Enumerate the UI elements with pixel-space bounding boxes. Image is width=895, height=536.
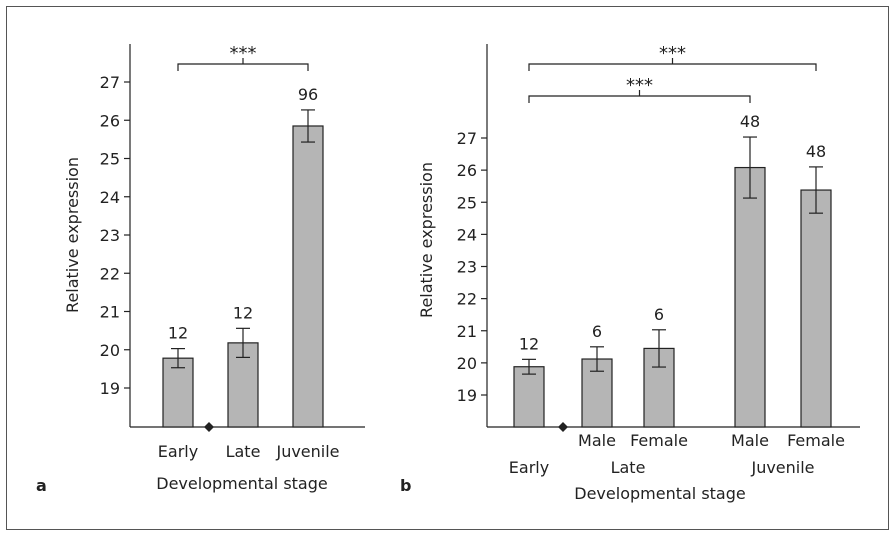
y-tick-label: 25	[457, 193, 477, 212]
panel-b-y-ticks: 19 20 21 22 23 24 25 26 27	[457, 129, 487, 405]
data-label: 96	[298, 85, 318, 104]
panel-b-category-late-female: Female	[630, 431, 688, 450]
data-label: 6	[592, 322, 602, 341]
significance-bracket	[528, 95, 751, 103]
panel-a-category-late: Late	[226, 442, 261, 461]
panel-a-category-early: Early	[158, 442, 198, 461]
data-label: 6	[654, 305, 664, 324]
y-tick-label: 27	[457, 129, 477, 148]
panel-b-category-juvenile-male: Male	[731, 431, 769, 450]
data-label: 48	[806, 142, 826, 161]
y-tick-label: 23	[457, 258, 477, 277]
panel-a-y-ticks: 19 20 21 22 23 24 25 26 27	[100, 73, 130, 398]
significance-label: ***	[659, 43, 686, 64]
panel-b-group-juvenile: Juvenile	[750, 458, 814, 477]
y-tick-label: 21	[457, 322, 477, 341]
significance-label: ***	[230, 43, 257, 64]
panel-b-group-late: Late	[611, 458, 646, 477]
y-tick-label: 19	[457, 386, 477, 405]
panel-b-bars: 12 6 6 48 48	[513, 112, 832, 428]
significance-bracket	[177, 63, 309, 71]
data-label: 12	[168, 324, 188, 343]
y-tick-label: 21	[100, 303, 120, 322]
panel-b-category-juvenile-female: Female	[787, 431, 845, 450]
y-tick-label: 20	[457, 354, 477, 373]
bar	[292, 125, 324, 428]
data-label: 12	[519, 334, 539, 353]
bar	[513, 366, 545, 428]
y-tick-label: 25	[100, 150, 120, 169]
panel-b-category-early: Early	[509, 458, 549, 477]
axis-break-marker	[558, 422, 568, 432]
y-tick-label: 27	[100, 73, 120, 92]
y-tick-label: 20	[100, 341, 120, 360]
panel-a-label: a	[36, 476, 47, 495]
panel-b-category-late-male: Male	[578, 431, 616, 450]
figure-frame	[6, 6, 889, 530]
panel-a-y-axis-label: Relative expression	[63, 157, 82, 313]
panel-b-significance: *** ***	[528, 43, 817, 103]
y-tick-label: 22	[457, 290, 477, 309]
panel-b-x-axis-label: Developmental stage	[574, 484, 745, 503]
y-tick-label: 24	[457, 225, 477, 244]
data-label: 48	[740, 112, 760, 131]
panel-a-significance: ***	[177, 43, 309, 71]
data-label: 12	[233, 303, 253, 322]
significance-label: ***	[626, 75, 653, 96]
bar	[734, 166, 766, 428]
significance-bracket	[528, 63, 817, 71]
panel-a-bars: 12 12 96	[162, 85, 324, 428]
panel-a: 19 20 21 22 23 24 25 26 27 12 12 96 *** Relative e…	[36, 43, 365, 495]
y-tick-label: 19	[100, 379, 120, 398]
y-tick-label: 22	[100, 264, 120, 283]
panel-b-label: b	[400, 476, 411, 495]
y-tick-label: 24	[100, 188, 120, 207]
y-tick-label: 26	[100, 111, 120, 130]
panel-a-category-juvenile: Juvenile	[275, 442, 339, 461]
panel-b-y-axis-label: Relative expression	[417, 162, 436, 318]
y-tick-label: 26	[457, 161, 477, 180]
panel-a-x-axis-label: Developmental stage	[156, 474, 327, 493]
bar	[162, 357, 194, 428]
panel-b: 19 20 21 22 23 24 25 26 27 12 6 6 48 48 *** *** Relat…	[400, 43, 860, 503]
y-tick-label: 23	[100, 226, 120, 245]
axis-break-marker	[204, 422, 214, 432]
bar	[800, 189, 832, 428]
